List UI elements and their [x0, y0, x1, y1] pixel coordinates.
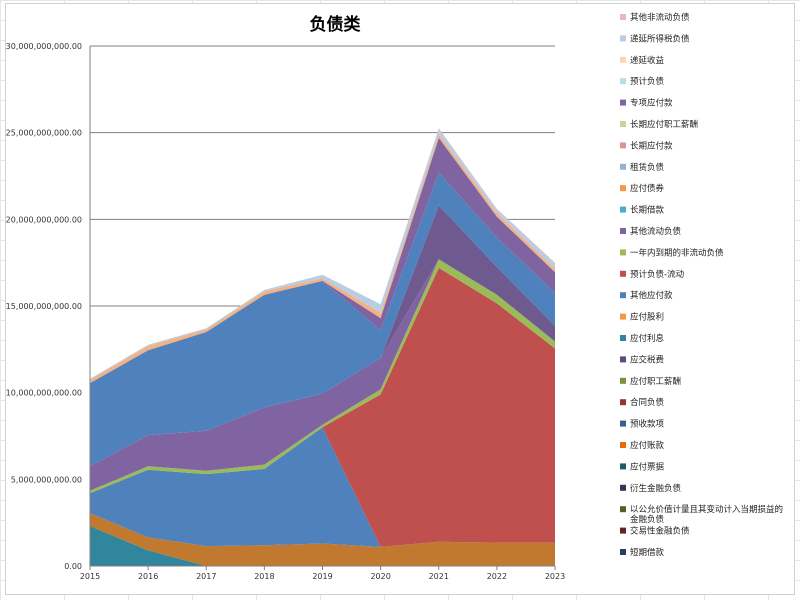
legend: 其他非流动负债递延所得税负债递延收益预计负债专项应付款长期应付职工薪酬长期应付款… — [620, 12, 783, 558]
y-tick-label: 30,000,000,000.00 — [6, 42, 82, 51]
legend-swatch — [620, 377, 626, 384]
legend-entry: 其他流动负债 — [630, 226, 682, 237]
legend-entry: 应交税费 — [630, 354, 665, 365]
legend-entry: 预收款项 — [630, 419, 665, 430]
legend-swatch — [620, 78, 626, 85]
legend-swatch — [620, 399, 626, 406]
legend-entry: 一年内到期的非流动负债 — [630, 247, 724, 258]
legend-swatch — [620, 14, 626, 20]
legend-entry: 长期应付款 — [630, 140, 673, 151]
legend-swatch — [620, 163, 626, 170]
x-tick-label: 2020 — [370, 572, 390, 581]
area-series-2[interactable] — [90, 427, 555, 547]
legend-swatch — [620, 506, 626, 513]
y-tick-label: 10,000,000,000.00 — [6, 389, 82, 398]
legend-entry: 其他应付款 — [630, 290, 673, 301]
legend-entry: 长期借款 — [630, 205, 665, 216]
y-tick-label: 25,000,000,000.00 — [6, 129, 82, 138]
x-tick-label: 2018 — [254, 572, 274, 581]
legend-swatch — [620, 35, 626, 42]
legend-swatch — [620, 121, 626, 127]
x-tick-label: 2021 — [429, 572, 449, 581]
legend-entry: 其他非流动负债 — [630, 12, 690, 23]
legend-swatch — [620, 142, 626, 149]
legend-entry: 预计负债 — [630, 76, 665, 87]
legend-entry: 递延所得税负债 — [630, 33, 690, 44]
legend-swatch — [620, 313, 626, 320]
legend-entry: 以公允价值计量且其变动计入当期损益的金融负债 — [630, 504, 783, 525]
x-axis-ticks: 2015 2016 2017 2018 2019 2020 2021 2022 2023 — [80, 566, 565, 581]
legend-swatch — [620, 206, 626, 213]
y-tick-label: 20,000,000,000.00 — [6, 215, 82, 224]
area-series-3[interactable] — [90, 267, 555, 547]
area-series-7[interactable] — [90, 172, 555, 467]
legend-entry: 合同负债 — [630, 397, 665, 408]
legend-entry: 应付债券 — [630, 183, 665, 194]
legend-swatch — [620, 549, 626, 555]
legend-swatch — [620, 56, 626, 63]
legend-entry: 应付利息 — [630, 333, 665, 344]
legend-swatch — [620, 249, 626, 256]
legend-swatch — [620, 442, 626, 448]
y-tick-label: 15,000,000,000.00 — [6, 302, 82, 311]
x-tick-label: 2017 — [196, 572, 216, 581]
legend-swatch — [620, 228, 626, 234]
legend-swatch — [620, 356, 626, 363]
legend-swatch — [620, 292, 626, 299]
legend-entry: 长期应付职工薪酬 — [630, 119, 698, 130]
legend-entry: 衍生金融负债 — [630, 483, 682, 494]
legend-entry: 预计负债-流动 — [630, 269, 685, 280]
legend-swatch — [620, 527, 626, 534]
legend-swatch — [620, 270, 626, 277]
area-series-1[interactable] — [90, 513, 555, 566]
x-tick-label: 2019 — [312, 572, 332, 581]
legend-swatch — [620, 420, 626, 427]
y-axis-ticks: 0.00 5,000,000,000.00 10,000,000,000.00 15,… — [6, 42, 82, 571]
y-tick-label: 5,000,000,000.00 — [11, 475, 82, 484]
x-tick-label: 2023 — [545, 572, 565, 581]
legend-entry: 应付股利 — [630, 312, 664, 323]
legend-entry: 应付票据 — [630, 461, 665, 472]
y-tick-label: 0.00 — [64, 562, 82, 571]
x-tick-label: 2015 — [80, 572, 100, 581]
legend-entry: 应付账款 — [630, 440, 665, 451]
legend-swatch — [620, 463, 626, 470]
legend-swatch — [620, 185, 626, 192]
chart-title: 负债类 — [310, 14, 362, 35]
area-series — [90, 128, 555, 566]
legend-entry: 租赁负债 — [630, 162, 665, 173]
area-series-5[interactable] — [90, 259, 555, 491]
legend-entry: 应付职工薪酬 — [630, 376, 681, 387]
legend-entry: 递延收益 — [630, 55, 665, 66]
x-tick-label: 2016 — [138, 572, 158, 581]
legend-entry: 短期借款 — [630, 547, 665, 558]
x-tick-label: 2022 — [487, 572, 507, 581]
legend-swatch — [620, 484, 626, 491]
legend-swatch — [620, 99, 626, 106]
legend-swatch — [620, 335, 626, 341]
area-series-0[interactable] — [90, 526, 555, 566]
legend-entry: 专项应付款 — [630, 98, 673, 109]
legend-entry: 交易性金融负债 — [630, 526, 690, 537]
